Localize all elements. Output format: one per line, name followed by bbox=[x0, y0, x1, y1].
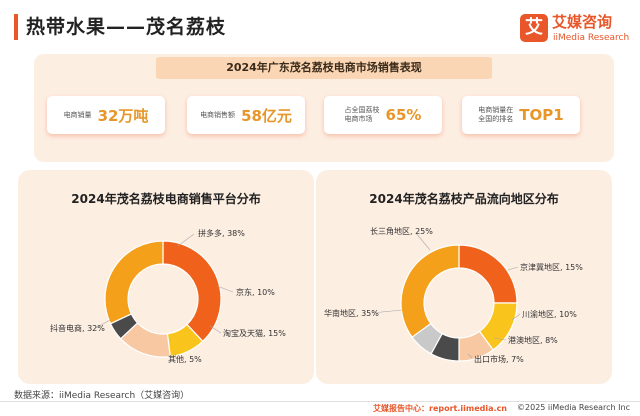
slice-label: 出口市场, 7% bbox=[474, 354, 524, 364]
logo-subtitle: iiMedia Research bbox=[553, 33, 630, 43]
sales-summary-panel: 2024年广东茂名荔枝电商市场销售表现 电商销量 32万吨 电商销售额 58亿元… bbox=[34, 54, 614, 162]
kpi-value: TOP1 bbox=[519, 106, 564, 124]
kpi-value: 32万吨 bbox=[97, 106, 149, 125]
slice-label: 京东, 10% bbox=[236, 287, 275, 297]
footer: 艾媒报告中心：report.iimedia.cn ©2025 iiMedia R… bbox=[373, 403, 630, 414]
slice-leader-line bbox=[371, 309, 403, 314]
kpi-label: 电商销量 bbox=[63, 110, 92, 119]
kpi-card-national-share: 占全国荔枝 电商市场 65% bbox=[324, 96, 442, 134]
slice-leader-line bbox=[467, 353, 473, 359]
chart-title: 2024年茂名荔枝产品流向地区分布 bbox=[369, 192, 559, 206]
slice-label: 其他, 5% bbox=[168, 354, 202, 364]
donut-slice-0 bbox=[162, 240, 222, 343]
slice-leader-line bbox=[507, 266, 519, 271]
region-donut-chart: 长三角地区, 25% 京津冀地区, 15% 川渝地区, 10% 港澳地区, 8% 出口市… bbox=[324, 226, 583, 364]
kpi-label: 占全国荔枝 电商市场 bbox=[344, 106, 380, 123]
kpi-label: 电商销量在 全国的排名 bbox=[478, 106, 514, 123]
platform-distribution-card: 2024年茂名荔枝电商销售平台分布 拼多多, 38% 京东, 10% 淘宝及天猫, … bbox=[18, 170, 314, 384]
footer-copyright: ©2025 iiMedia Research Inc bbox=[517, 403, 630, 412]
footer-divider bbox=[0, 401, 640, 402]
kpi-card-national-rank: 电商销量在 全国的排名 TOP1 bbox=[462, 96, 580, 134]
slice-label: 京津冀地区, 15% bbox=[520, 262, 583, 272]
footer-report-link[interactable]: 艾媒报告中心：report.iimedia.cn bbox=[373, 404, 508, 413]
slice-label: 华南地区, 35% bbox=[324, 308, 379, 318]
slice-label: 川渝地区, 10% bbox=[522, 309, 577, 319]
slice-leader-line bbox=[216, 285, 234, 293]
platform-donut-chart: 拼多多, 38% 京东, 10% 淘宝及天猫, 15% 其他, 5% 抖音电商, 32% bbox=[50, 228, 286, 364]
slice-leader-line bbox=[174, 352, 177, 359]
donut-slice-5 bbox=[400, 244, 460, 338]
kpi-card-sales-volume: 电商销量 32万吨 bbox=[47, 96, 165, 134]
region-distribution-card: 2024年茂名荔枝产品流向地区分布 长三角地区, 25% 京津冀地区, 15% 川渝… bbox=[316, 170, 612, 384]
kpi-label: 电商销售额 bbox=[200, 110, 236, 119]
summary-title: 2024年广东茂名荔枝电商市场销售表现 bbox=[156, 57, 492, 79]
data-source-note: 数据来源：iiMedia Research（艾媒咨询） bbox=[14, 391, 190, 401]
slice-leader-line bbox=[511, 313, 521, 321]
title-accent-bar bbox=[14, 14, 18, 40]
iimedia-logo: 艾 艾媒咨询 iiMedia Research bbox=[520, 12, 630, 48]
donut-slice-4 bbox=[104, 240, 164, 325]
slice-leader-line bbox=[415, 232, 431, 251]
page-title: 热带水果——茂名荔枝 bbox=[26, 16, 227, 38]
donut-slice-0 bbox=[458, 244, 518, 304]
kpi-card-sales-revenue: 电商销售额 58亿元 bbox=[187, 96, 305, 134]
slice-leader-line bbox=[493, 337, 507, 341]
chart-title: 2024年茂名荔枝电商销售平台分布 bbox=[71, 192, 261, 206]
logo-name: 艾媒咨询 bbox=[552, 13, 613, 31]
slice-label: 拼多多, 38% bbox=[198, 228, 245, 238]
kpi-value: 65% bbox=[385, 106, 422, 124]
slice-label: 长三角地区, 25% bbox=[370, 226, 433, 236]
slice-leader-line bbox=[95, 319, 111, 329]
slice-label: 港澳地区, 8% bbox=[508, 335, 558, 345]
slice-leader-line bbox=[177, 233, 195, 247]
kpi-value: 58亿元 bbox=[241, 106, 292, 125]
slice-label: 抖音电商, 32% bbox=[50, 323, 105, 333]
slice-leader-line bbox=[209, 325, 222, 334]
logo-mark-icon: 艾 bbox=[520, 14, 548, 42]
slice-label: 淘宝及天猫, 15% bbox=[223, 328, 286, 338]
